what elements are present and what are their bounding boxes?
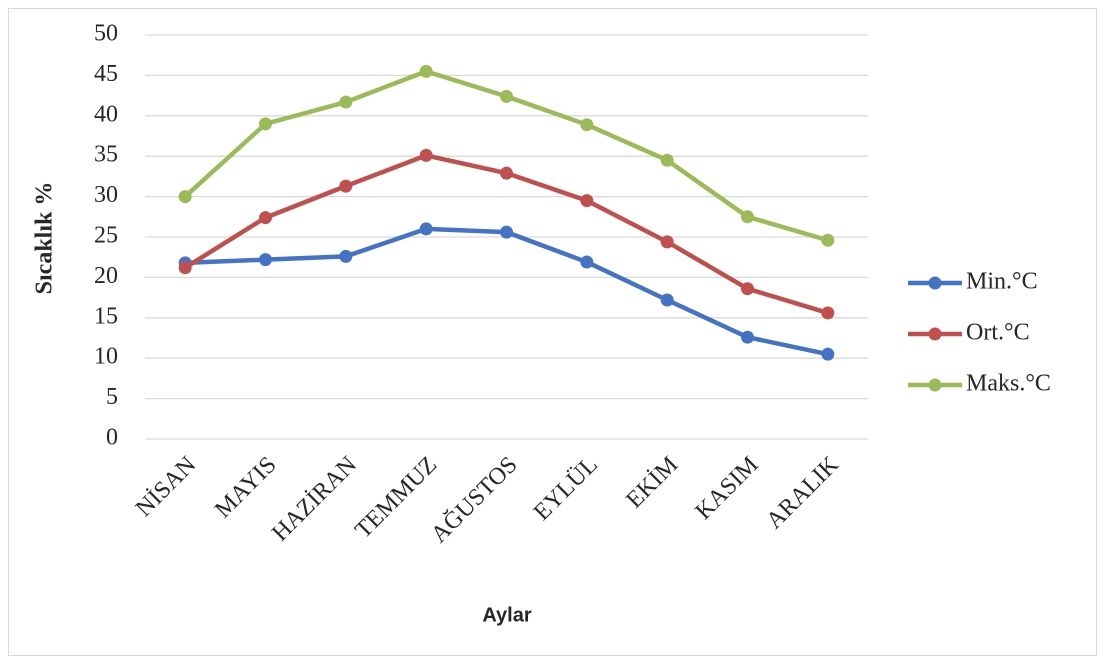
point [339,95,353,109]
point [259,117,272,131]
y-tick-label: 0 [106,425,118,451]
point [419,222,433,236]
legend-marker [928,327,942,341]
y-tick-label: 40 [94,101,118,127]
y-tick-label: 30 [94,182,118,208]
x-axis-label: Aylar [482,604,532,626]
point [500,166,513,180]
point [178,261,192,275]
y-tick-label: 35 [94,142,118,168]
legend-marker [928,276,942,290]
point [339,249,353,263]
y-tick-label: 25 [94,223,118,249]
point [178,190,192,204]
legend-label: Maks.°C [966,371,1051,397]
y-tick-label: 45 [94,61,118,87]
point [419,64,433,78]
point [500,225,513,239]
y-tick-label: 10 [94,344,118,370]
y-tick-label: 5 [106,384,118,410]
point [821,306,835,320]
point [741,210,754,224]
y-tick-label: 15 [94,303,118,329]
point [660,293,674,307]
point [500,89,513,103]
y-tick-label: 20 [94,263,118,289]
point [419,148,433,162]
point [259,211,272,225]
point [580,118,594,132]
point [259,253,272,267]
legend-label: Ort.°C [966,320,1030,346]
point [741,282,754,296]
legend-label: Min.°C [966,269,1038,295]
point [580,255,594,269]
legend-marker [928,378,942,392]
point [741,330,754,344]
point [821,233,835,247]
point [339,179,353,193]
y-tick-label: 50 [94,21,118,47]
point [660,153,674,167]
y-axis-label: Sıcaklık % [32,182,58,295]
point [580,194,594,208]
point [660,235,674,249]
point [821,347,835,361]
